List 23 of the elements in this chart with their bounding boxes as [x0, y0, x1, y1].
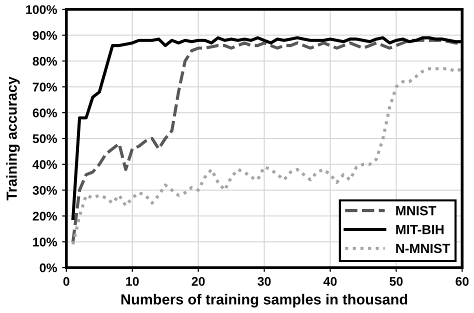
y-axis-title: Training accuracy	[6, 76, 20, 200]
y-tick-label: 90%	[32, 31, 58, 40]
y-tick-label: 0%	[40, 263, 58, 272]
y-tick-label: 10%	[33, 238, 58, 246]
y-tick-label: 30%	[32, 186, 58, 195]
x-tick-label: 60	[456, 276, 469, 286]
y-tick-label: 50%	[32, 134, 58, 144]
x-tick-label: 0	[63, 276, 70, 286]
y-tick-label: 70%	[32, 82, 58, 92]
x-tick-label: 20	[192, 276, 205, 286]
y-tick-label: 100%	[26, 5, 58, 14]
x-tick-label: 30	[258, 276, 271, 286]
x-tick-label: 10	[126, 276, 139, 286]
y-tick-label: 80%	[32, 56, 58, 66]
x-axis-title: Numbers of training samples in thousand	[121, 294, 408, 308]
legend-label: N-MNIST	[396, 244, 450, 254]
legend-label: MNIST	[396, 206, 436, 216]
y-tick-label: 60%	[32, 108, 58, 118]
x-tick-label: 40	[323, 276, 337, 286]
y-tick-label: 20%	[32, 212, 58, 221]
y-tick-label: 40%	[32, 160, 58, 169]
legend-label: MIT-BIH	[396, 225, 444, 234]
x-tick-label: 50	[390, 276, 403, 286]
